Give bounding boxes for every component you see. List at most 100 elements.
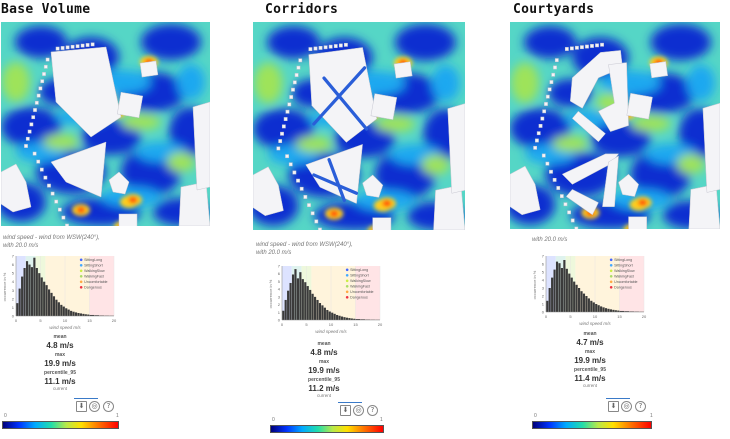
high-wind-zone (254, 62, 283, 104)
small-block (551, 72, 556, 77)
panel-courtyards: Courtyards with 20.0 m/s 0 5 10 15 20 0 1 2 3 4 5 6… (508, 0, 730, 439)
legend-label: WalkingSlow (614, 269, 635, 273)
histogram-bar (331, 312, 334, 320)
small-block (29, 122, 34, 127)
building (688, 184, 720, 229)
histogram-bar (614, 310, 617, 312)
small-block (25, 136, 30, 141)
comfort-zone (555, 256, 566, 312)
legend-swatch (345, 296, 349, 299)
histogram-bar (560, 268, 563, 312)
histogram-bar (592, 302, 595, 312)
small-block (318, 227, 322, 230)
legend-swatch (609, 269, 613, 273)
y-tick-label: 6 (278, 271, 281, 276)
x-tick-label: 10 (593, 314, 598, 319)
histogram-bar (70, 310, 73, 316)
histogram-bar (25, 261, 29, 316)
histogram-bar (350, 318, 353, 320)
building (649, 61, 668, 79)
download-icon[interactable]: ⬇ (608, 401, 619, 412)
histogram-bar (333, 313, 336, 320)
histogram-bar (629, 311, 635, 312)
small-block (553, 65, 557, 70)
building (362, 174, 384, 198)
legend-swatch (345, 268, 349, 272)
y-tick-label: 7 (12, 254, 15, 259)
panel-title: Base Volume (1, 2, 91, 17)
corridor (312, 173, 359, 195)
max-label: max (318, 359, 329, 365)
small-block (292, 80, 297, 85)
help-icon[interactable]: ? (367, 405, 378, 416)
histogram-bar (558, 263, 561, 312)
small-block (565, 47, 569, 51)
histogram-bar (617, 310, 620, 312)
histogram-bar (48, 289, 51, 316)
histogram-bar (21, 276, 24, 316)
small-block (40, 79, 45, 84)
building (602, 155, 619, 207)
small-block (303, 195, 308, 199)
caption-line: wind speed - wind from WSW(240°), (256, 242, 353, 248)
wind-map[interactable] (1, 22, 210, 226)
small-block (313, 46, 318, 51)
percentile-label: percentile_95 (308, 377, 340, 383)
caption-line: wind speed - wind from WSW(240°), (3, 235, 100, 241)
small-block (31, 115, 36, 120)
histogram-bar (287, 290, 290, 320)
x-tick-label: 15 (87, 318, 92, 323)
low-wind-zone (510, 108, 571, 149)
mean-value: 4.8 m/s (310, 348, 338, 357)
histogram-bar (306, 286, 309, 320)
help-icon[interactable]: ? (635, 401, 646, 412)
wind-map[interactable] (253, 22, 465, 230)
low-wind-zone (15, 26, 67, 58)
y-tick-label: 0 (12, 314, 15, 319)
legend-swatch (79, 286, 83, 289)
histogram-bar (74, 312, 78, 316)
low-wind-zone (1, 107, 61, 147)
download-icon[interactable]: ⬇ (340, 405, 351, 416)
help-icon[interactable]: ? (103, 401, 114, 412)
building (253, 166, 284, 216)
y-tick-label: 0 (278, 318, 281, 323)
camera-icon[interactable]: ◎ (353, 405, 364, 416)
mean-value: 4.8 m/s (46, 341, 74, 350)
building (393, 61, 413, 79)
histogram-bar (336, 314, 339, 320)
camera-icon[interactable]: ◎ (89, 401, 100, 412)
legend-swatch (79, 264, 83, 267)
histogram-bar (55, 299, 58, 316)
histogram-bar (18, 288, 21, 316)
legend-label: SittingShort (614, 264, 633, 268)
small-block (536, 131, 541, 136)
histogram-bar (299, 272, 302, 320)
x-tick-label: 5 (569, 314, 572, 319)
small-block (292, 170, 297, 175)
small-block (600, 42, 604, 47)
wind-map[interactable] (510, 22, 720, 229)
camera-icon[interactable]: ◎ (621, 401, 632, 412)
small-block (42, 72, 46, 76)
histogram-bar (340, 316, 344, 320)
histogram-bar (82, 313, 85, 316)
small-block (80, 43, 85, 48)
max-value: 19.9 m/s (574, 356, 606, 365)
building (1, 163, 32, 213)
download-icon[interactable]: ⬇ (76, 401, 87, 412)
small-block (32, 151, 37, 156)
small-block (570, 218, 575, 223)
y-tick-label: 3 (12, 288, 15, 293)
small-block (549, 169, 553, 174)
small-block (27, 129, 32, 134)
small-block (36, 159, 41, 164)
panel-corridors: Corridors wind speed - wind from WSW(240… (250, 0, 490, 439)
percentile-sub: current (582, 383, 597, 388)
high-wind-zone (121, 114, 161, 130)
active-indicator (74, 398, 98, 399)
corridor (327, 158, 346, 203)
histogram-bar (296, 278, 299, 320)
low-wind-zone (650, 24, 711, 61)
histogram-bar (563, 260, 566, 312)
